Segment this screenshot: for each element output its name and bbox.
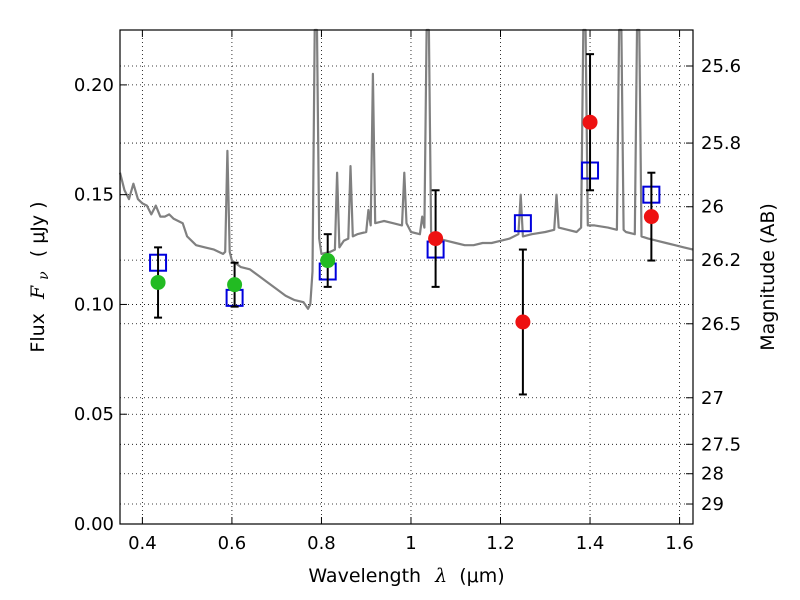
x-axis-label-prefix: Wavelength: [308, 565, 421, 587]
observed-point: [150, 274, 166, 290]
right-tick-label: 26: [701, 197, 724, 218]
right-tick-label: 27: [701, 388, 724, 409]
right-tick-label: 25.8: [701, 133, 741, 154]
observed-point: [227, 277, 243, 293]
x-axis-label-symbol: λ: [434, 565, 447, 587]
y-tick-label: 0.20: [74, 75, 114, 96]
right-tick-label: 26.5: [701, 314, 741, 335]
observed-point: [515, 314, 531, 330]
x-tick-label: 1.2: [486, 533, 515, 554]
observed-points: [150, 114, 659, 330]
right-axis-label: Magnitude (AB): [757, 203, 779, 351]
x-tick-label: 0.4: [128, 533, 157, 554]
y-tick-label: 0.10: [74, 294, 114, 315]
grid: [120, 30, 693, 525]
y-tick-label: 0.15: [74, 185, 114, 206]
right-tick-label: 29: [701, 494, 724, 515]
y-axis-label-prefix: Flux: [27, 313, 49, 353]
observed-point: [320, 253, 336, 269]
right-tick-label: 26.2: [701, 250, 741, 271]
observed-point: [428, 231, 444, 247]
sed-model-line: [118, 28, 694, 310]
x-tick-label: 1.4: [576, 533, 605, 554]
y-tick-label: 0.05: [74, 404, 114, 425]
x-tick-label: 1: [405, 533, 416, 554]
y-axis-label-unit: ( μJy ): [27, 201, 49, 257]
tick-labels: 0.4 0.6 0.8 1 1.2 1.4 1.6 0.00 0.05 0.10 0.15 0.20 2…: [74, 56, 741, 554]
x-axis-label: Wavelength λ (μm): [308, 565, 504, 587]
y-axis-label: Flux F ν ( μJy ): [27, 201, 53, 352]
right-tick-label: 25.6: [701, 56, 741, 77]
y-axis-label-symbol: F: [27, 285, 49, 300]
axis-ticks: [120, 30, 693, 525]
observed-point: [582, 114, 598, 130]
plot-frame: [119, 29, 694, 525]
x-axis-label-unit: (μm): [459, 565, 504, 587]
x-tick-label: 0.8: [307, 533, 336, 554]
y-tick-label: 0.00: [74, 514, 114, 535]
sed-line: [118, 28, 694, 310]
x-tick-label: 1.6: [665, 533, 694, 554]
model-square-point: [513, 214, 532, 233]
y-axis-label-subscript: ν: [36, 271, 52, 280]
right-tick-label: 28: [701, 464, 724, 485]
observed-point: [643, 209, 659, 225]
x-tick-label: 0.6: [218, 533, 247, 554]
right-tick-label: 27.5: [701, 434, 741, 455]
